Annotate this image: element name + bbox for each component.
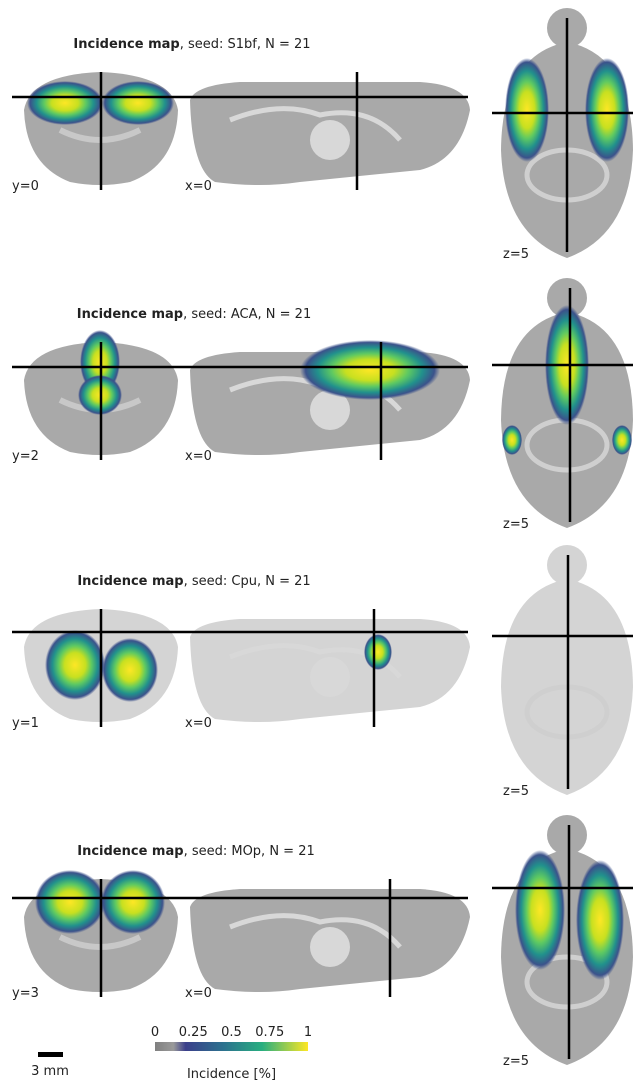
title-bold: Incidence map: [77, 307, 183, 322]
incidence-blob: [515, 850, 565, 970]
incidence-blob: [102, 638, 158, 702]
scale-bar: [38, 1052, 63, 1057]
title-bold: Incidence map: [77, 574, 183, 589]
slice-label: z=5: [503, 784, 529, 799]
sagittal-detail: [310, 120, 350, 160]
sagittal-detail: [310, 657, 350, 697]
slice-label: x=0: [185, 986, 212, 1001]
colorbar-tick-label: 0.25: [179, 1025, 208, 1040]
slice-label: x=0: [185, 449, 212, 464]
slice-label: z=5: [503, 247, 529, 262]
title-rest: , seed: ACA, N = 21: [183, 307, 311, 322]
slice-label: y=2: [12, 449, 39, 464]
sagittal-detail: [229, 913, 402, 949]
incidence-blob: [102, 81, 174, 125]
colorbar-tick-label: 0: [151, 1025, 159, 1040]
slice-label: x=0: [185, 179, 212, 194]
axial-bulb: [547, 815, 587, 855]
slice-label: y=0: [12, 179, 39, 194]
incidence-blob: [45, 630, 105, 700]
colorbar-tick-label: 1: [304, 1025, 312, 1040]
slice-label: z=5: [503, 517, 529, 532]
panel-title: Incidence map, seed: S1bf, N = 21: [73, 37, 310, 52]
slice-label: x=0: [185, 716, 212, 731]
scale-bar-label: 3 mm: [31, 1064, 69, 1079]
incidence-blob: [101, 870, 165, 934]
title-bold: Incidence map: [77, 844, 183, 859]
incidence-blob: [35, 870, 105, 934]
incidence-blob: [612, 425, 632, 455]
incidence-blob: [505, 58, 549, 162]
title-rest: , seed: MOp, N = 21: [184, 844, 315, 859]
slice-label: z=5: [503, 1054, 529, 1069]
incidence-blob: [300, 340, 440, 400]
panel: Incidence map, seed: ACA, N = 21 y=2 x=0 z=…: [12, 278, 633, 532]
sagittal-detail: [310, 927, 350, 967]
colorbar-label: Incidence [%]: [187, 1067, 276, 1082]
title-rest: , seed: Cpu, N = 21: [184, 574, 311, 589]
panel: Incidence map, seed: MOp, N = 21 y=3 x=0 z=…: [12, 815, 633, 1069]
colorbar-tick-label: 0.5: [221, 1025, 242, 1040]
axial-detail: [524, 954, 610, 1010]
incidence-blob: [502, 425, 522, 455]
incidence-blob: [27, 81, 103, 125]
incidence-blob: [585, 58, 629, 162]
panel-title: Incidence map, seed: Cpu, N = 21: [77, 574, 310, 589]
incidence-blob: [576, 860, 624, 980]
panel-title: Incidence map, seed: ACA, N = 21: [77, 307, 311, 322]
panel: Incidence map, seed: S1bf, N = 21 y=0 x=0 z…: [12, 8, 633, 262]
colorbar: [155, 1042, 308, 1051]
sagittal-detail: [229, 106, 402, 142]
incidence-blob: [364, 634, 392, 670]
title-rest: , seed: S1bf, N = 21: [180, 37, 311, 52]
slice-label: y=3: [12, 986, 39, 1001]
axial-bulb: [547, 278, 587, 318]
sagittal-detail: [310, 390, 350, 430]
title-bold: Incidence map: [73, 37, 179, 52]
panel-title: Incidence map, seed: MOp, N = 21: [77, 844, 315, 859]
panel: Incidence map, seed: Cpu, N = 21 y=1 x=0 z=…: [12, 545, 633, 799]
colorbar-tick-label: 0.75: [255, 1025, 284, 1040]
slice-label: y=1: [12, 716, 39, 731]
